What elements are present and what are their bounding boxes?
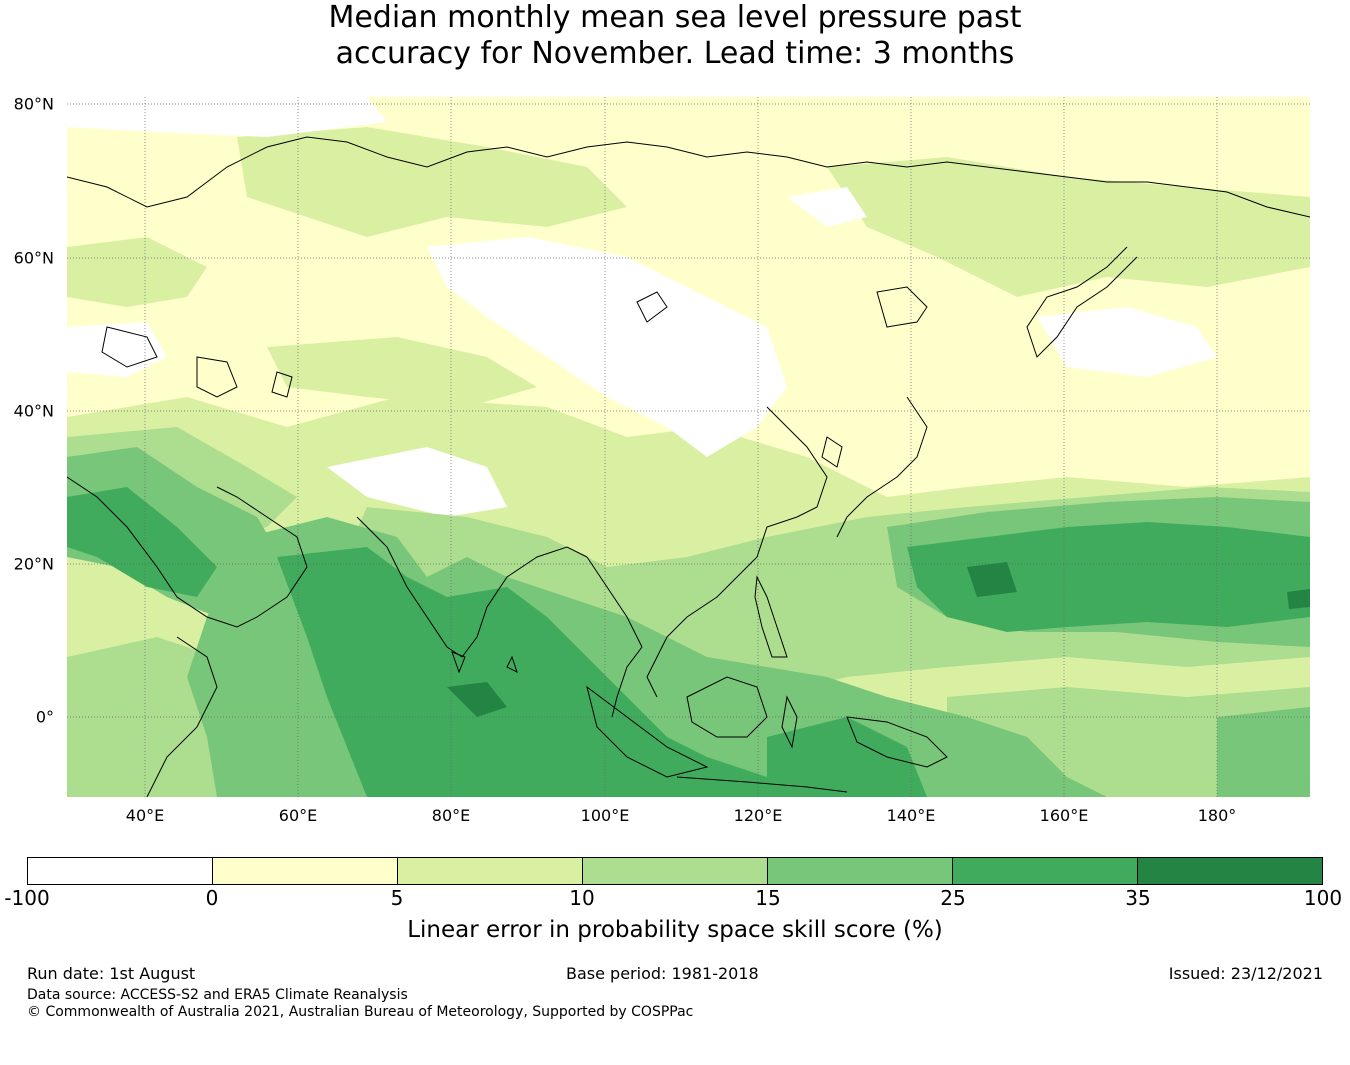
colorbar-label: Linear error in probability space skill … <box>407 917 943 943</box>
colorbar <box>27 857 1323 885</box>
colorbar-segment <box>768 858 953 884</box>
lon-label-80e: 80°E <box>431 806 471 825</box>
graticule <box>67 97 1310 797</box>
colorbar-tick: 10 <box>569 886 595 910</box>
colorbar-segment <box>1138 858 1322 884</box>
colorbar-tick: 0 <box>205 886 219 910</box>
lon-label-160e: 160°E <box>1039 806 1089 825</box>
copyright: © Commonwealth of Australia 2021, Austra… <box>27 1004 694 1020</box>
base-period: Base period: 1981-2018 <box>566 964 759 983</box>
data-source: Data source: ACCESS-S2 and ERA5 Climate … <box>27 987 408 1003</box>
title-line-1: Median monthly mean sea level pressure p… <box>328 0 1022 35</box>
skill-band-25-35 <box>67 487 1310 797</box>
coastlines <box>67 136 1310 797</box>
run-date: Run date: 1st August <box>27 964 196 983</box>
colorbar-tick: 25 <box>940 886 966 910</box>
lat-label-20n: 20°N <box>13 554 54 574</box>
colorbar-segment <box>583 858 768 884</box>
colorbar-tick: -100 <box>4 886 50 910</box>
colorbar-tick: 5 <box>390 886 404 910</box>
lon-label-100e: 100°E <box>580 806 630 825</box>
colorbar-segment <box>953 858 1138 884</box>
colorbar-segment <box>28 858 213 884</box>
colorbar-segment <box>398 858 583 884</box>
lat-label-40n: 40°N <box>13 401 54 421</box>
title-line-2: accuracy for November. Lead time: 3 mont… <box>335 36 1015 71</box>
colorbar-tick: 15 <box>755 886 781 910</box>
skill-band-negative <box>67 97 1217 517</box>
chart-title: Median monthly mean sea level pressure p… <box>0 0 1350 72</box>
lon-label-120e: 120°E <box>733 806 783 825</box>
lat-label-60n: 60°N <box>13 248 54 268</box>
skill-score-map[interactable] <box>67 97 1310 797</box>
map-svg <box>67 97 1310 797</box>
skill-band-35-plus <box>447 562 1310 717</box>
colorbar-segment <box>213 858 398 884</box>
issued-date: Issued: 23/12/2021 <box>1168 964 1323 983</box>
lat-label-0: 0° <box>35 707 54 727</box>
lon-label-60e: 60°E <box>278 806 318 825</box>
lon-label-40e: 40°E <box>125 806 165 825</box>
lat-label-80n: 80°N <box>13 94 54 114</box>
colorbar-tick: 35 <box>1125 886 1151 910</box>
lon-label-180: 180° <box>1197 806 1237 825</box>
lon-label-140e: 140°E <box>886 806 936 825</box>
colorbar-tick: 100 <box>1303 886 1343 910</box>
